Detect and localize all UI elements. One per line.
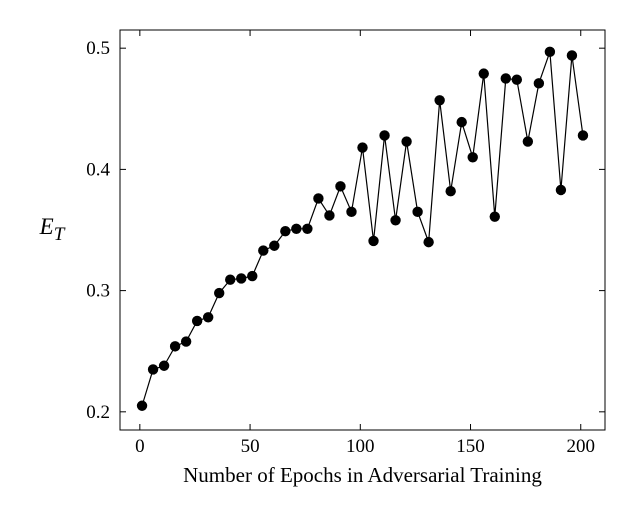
x-tick-label: 100 (346, 436, 375, 457)
y-axis-label: ET (40, 214, 65, 246)
y-tick-label: 0.3 (86, 281, 110, 302)
x-tick-label: 0 (135, 436, 145, 457)
chart-svg: 0 50 100 150 200 0.2 0.3 0.4 0.5 Number of Epochs… (0, 0, 640, 512)
x-tick-label: 150 (456, 436, 485, 457)
x-tick-label: 200 (567, 436, 596, 457)
x-axis-label: Number of Epochs in Adversarial Training (183, 463, 542, 487)
x-tick-label: 50 (241, 436, 260, 457)
y-tick-label: 0.5 (86, 38, 110, 59)
y-tick-label: 0.2 (86, 402, 110, 423)
line-chart: 0 50 100 150 200 0.2 0.3 0.4 0.5 Number of Epochs… (0, 0, 640, 512)
y-tick-label: 0.4 (86, 159, 110, 180)
